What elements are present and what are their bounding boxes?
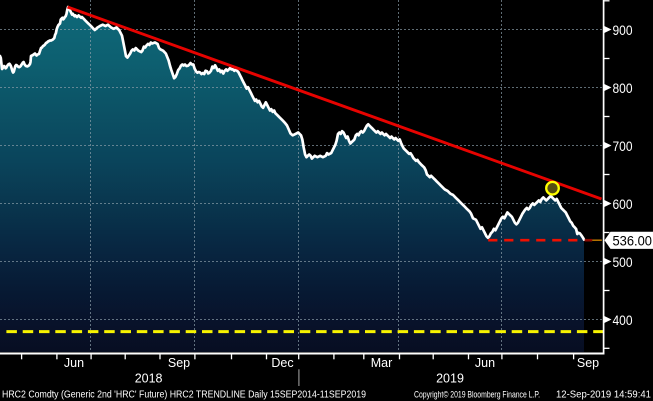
svg-text:700: 700 [613,138,633,154]
svg-text:Dec: Dec [271,356,293,370]
svg-text:Sep: Sep [168,356,190,370]
svg-text:Copyright© 2019 Bloomberg Fina: Copyright© 2019 Bloomberg Finance L.P. [414,389,540,400]
svg-text:400: 400 [613,312,633,328]
svg-text:HRC2 Comdty (Generic 2nd 'HRC': HRC2 Comdty (Generic 2nd 'HRC' Future) H… [2,390,366,401]
svg-text:500: 500 [613,254,633,270]
svg-text:536.00: 536.00 [613,232,653,248]
svg-text:Jun: Jun [64,356,84,370]
svg-text:600: 600 [613,196,633,212]
svg-text:Jun: Jun [475,356,495,370]
svg-text:12-Sep-2019 14:59:41: 12-Sep-2019 14:59:41 [556,390,651,401]
svg-text:900: 900 [613,22,633,38]
svg-text:Sep: Sep [577,356,599,370]
svg-text:800: 800 [613,80,633,96]
svg-text:Mar: Mar [371,356,393,370]
svg-text:2018: 2018 [135,372,163,386]
svg-text:2019: 2019 [436,372,464,386]
